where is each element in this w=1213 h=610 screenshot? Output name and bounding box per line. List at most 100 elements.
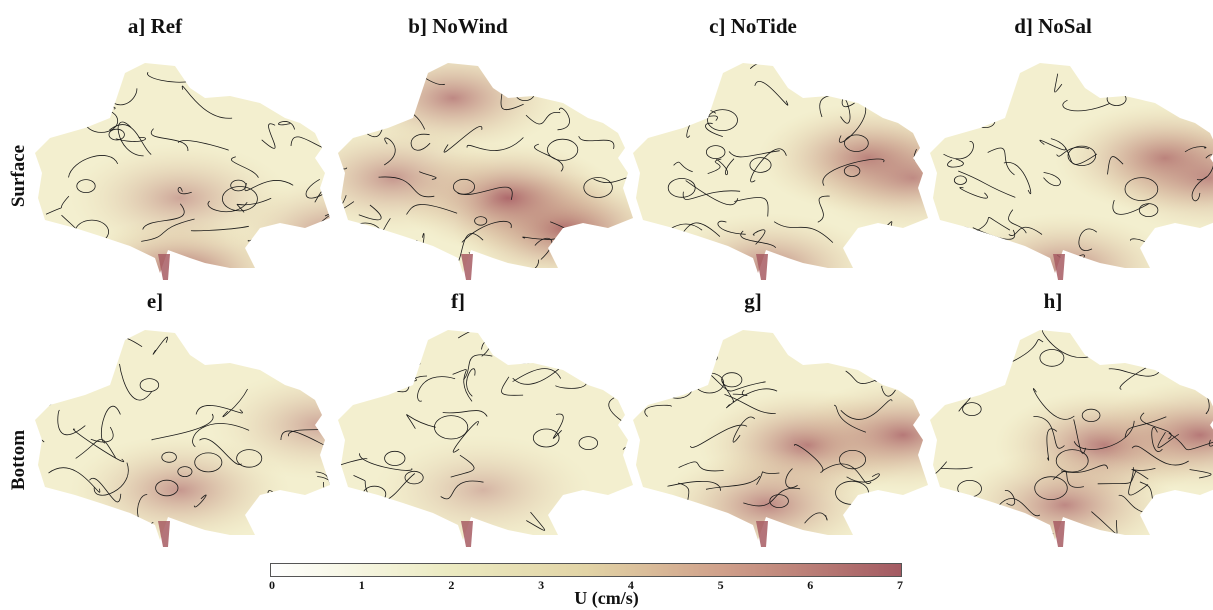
colorbar-tick-4: 4 [627, 578, 634, 592]
streamline [750, 148, 787, 183]
eddy [662, 377, 693, 399]
streamline [1052, 470, 1084, 488]
streamline [466, 368, 476, 397]
row-label-surface: Surface [8, 144, 29, 208]
eddy [844, 134, 869, 152]
streamline [1205, 394, 1210, 414]
eddy [404, 470, 424, 485]
streamline [267, 490, 285, 527]
streamline [488, 330, 504, 350]
eddy [843, 165, 861, 177]
eddy [532, 428, 560, 448]
streamline [1062, 99, 1110, 112]
eddy [453, 178, 476, 195]
streamline [78, 534, 111, 540]
row-label-bottom: Bottom [8, 429, 29, 491]
eddy [474, 216, 488, 226]
panel-title-a: a] Ref [127, 14, 183, 38]
eddy [236, 449, 263, 468]
streamline [410, 133, 431, 151]
streamline [101, 405, 121, 444]
river-outlet [158, 521, 170, 547]
streamline [821, 463, 872, 485]
eddy [384, 450, 406, 466]
streamline [1010, 339, 1044, 363]
streamline [142, 203, 185, 230]
streamline [804, 512, 828, 524]
streamline [503, 66, 535, 90]
panel-title-b: b] NoWind [408, 14, 508, 38]
river-outlet [1053, 521, 1065, 547]
streamline [593, 176, 633, 184]
eddy [667, 178, 696, 198]
streamline [846, 473, 880, 483]
streamline [450, 454, 475, 478]
streamline [1046, 428, 1058, 461]
streamline [222, 388, 248, 418]
eddy [975, 114, 996, 129]
streamline [951, 375, 979, 387]
streamline [802, 330, 812, 341]
streamline [290, 136, 330, 153]
eddy [1124, 177, 1159, 202]
streamline [1189, 227, 1213, 259]
panel-title-f: f] [451, 289, 465, 313]
streamline [965, 72, 989, 93]
streamline [68, 155, 119, 178]
streamline [743, 487, 801, 507]
river-outlet [756, 254, 768, 280]
streamline [1140, 412, 1172, 440]
streamline [947, 158, 964, 168]
streamline [304, 65, 330, 105]
streamline [57, 409, 86, 435]
streamline [1175, 229, 1213, 254]
streamline [705, 122, 723, 137]
streamline [417, 376, 456, 402]
streamline [383, 137, 396, 166]
streamline [192, 423, 250, 448]
streamline [317, 63, 330, 70]
streamline [691, 523, 722, 535]
streamline [152, 336, 168, 355]
streamline [1189, 469, 1212, 479]
streamline [88, 516, 100, 540]
streamline [732, 416, 756, 443]
eddy [433, 415, 469, 440]
eddy [749, 157, 772, 173]
streamline-panel-h [930, 330, 1213, 547]
streamline [115, 137, 146, 142]
streamline [726, 388, 778, 409]
streamline [667, 481, 721, 491]
eddy [721, 372, 743, 388]
streamline [84, 522, 142, 530]
river-outlet [1053, 254, 1065, 280]
streamline [1112, 199, 1150, 215]
eddy [547, 138, 579, 161]
streamline [933, 256, 981, 273]
eddy [108, 128, 125, 141]
streamline [72, 428, 125, 462]
streamline [280, 430, 330, 450]
streamline [785, 468, 798, 489]
streamline [457, 186, 513, 201]
streamline [1033, 415, 1065, 449]
streamline [141, 218, 195, 242]
streamline [840, 399, 893, 420]
streamline [817, 195, 830, 223]
streamline [358, 204, 382, 221]
streamline [1107, 156, 1124, 175]
streamline [752, 229, 766, 245]
streamline [794, 444, 824, 473]
streamline [236, 197, 272, 213]
streamline [633, 243, 646, 272]
streamline [644, 404, 672, 417]
streamline [1128, 467, 1149, 496]
streamline [1056, 146, 1090, 157]
streamline [987, 147, 1015, 176]
streamline [1131, 445, 1189, 466]
streamline [1111, 342, 1166, 362]
streamline [508, 83, 536, 91]
streamline [893, 111, 928, 122]
streamline [90, 426, 114, 443]
streamline [1157, 431, 1180, 448]
